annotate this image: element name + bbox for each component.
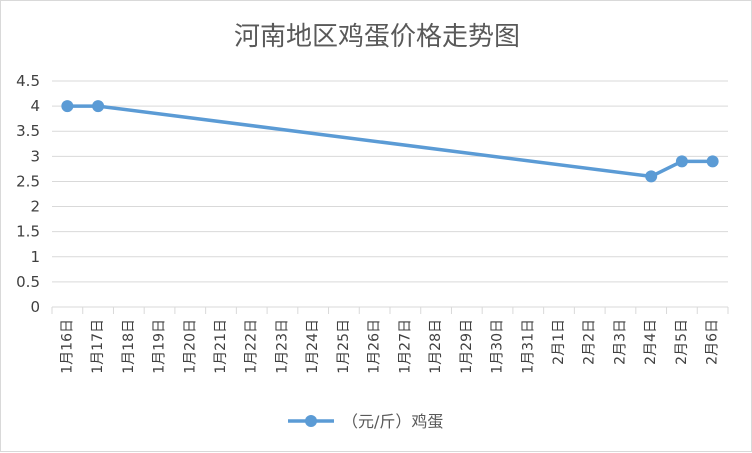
x-tick-label: 1月20日	[182, 319, 198, 374]
x-tick-label: 2月1日	[551, 319, 567, 365]
chart-title: 河南地区鸡蛋价格走势图	[234, 22, 520, 52]
legend-label: （元/斤）鸡蛋	[342, 412, 443, 431]
x-tick-label: 1月18日	[121, 319, 137, 374]
x-tick-label: 1月29日	[459, 319, 475, 374]
x-axis-ticks: 1月16日 1月17日 1月18日 1月19日 1月20日 1月21日 1月22日 1月23日…	[59, 319, 720, 374]
y-tick-label: 2	[30, 198, 40, 216]
y-tick-label: 4.5	[16, 72, 40, 90]
x-tick-label: 1月25日	[336, 319, 352, 374]
data-point	[92, 100, 105, 113]
x-tick-label: 2月4日	[643, 319, 659, 365]
y-axis-ticks: 0 0.5 1 1.5 2 2.5 3 3.5 4 4.5	[16, 72, 40, 316]
grid-layer	[51, 80, 729, 314]
x-tick-label: 1月19日	[152, 319, 168, 374]
x-tick-label: 1月24日	[305, 319, 321, 374]
series-layer	[61, 100, 719, 183]
x-tick-label: 1月30日	[490, 319, 506, 374]
x-tick-label: 2月3日	[612, 319, 628, 365]
y-tick-label: 3.5	[16, 122, 40, 140]
data-point	[675, 155, 688, 168]
x-tick-label: 2月6日	[705, 319, 721, 365]
data-point	[645, 170, 658, 183]
x-tick-label: 1月16日	[59, 319, 75, 374]
y-tick-label: 0.5	[16, 273, 40, 291]
x-tick-label: 1月23日	[274, 319, 290, 374]
y-tick-label: 3	[30, 147, 40, 165]
x-tick-label: 1月28日	[428, 319, 444, 374]
legend-point-marker	[305, 415, 317, 427]
y-tick-label: 1.5	[16, 223, 40, 241]
legend: （元/斤）鸡蛋	[288, 412, 443, 431]
y-tick-label: 2.5	[16, 172, 40, 190]
x-tick-label: 1月26日	[367, 319, 383, 374]
data-point	[706, 155, 719, 168]
data-point	[61, 100, 74, 113]
x-tick-label: 1月17日	[90, 319, 106, 374]
series-line	[65, 104, 715, 179]
x-tick-label: 1月27日	[397, 319, 413, 374]
x-tick-label: 1月31日	[520, 319, 536, 374]
x-tick-label: 2月2日	[582, 319, 598, 365]
x-tick-label: 1月21日	[213, 319, 229, 374]
y-tick-label: 1	[30, 248, 40, 266]
x-tick-label: 2月5日	[674, 319, 690, 365]
x-tick-label: 1月22日	[244, 319, 260, 374]
y-tick-label: 0	[30, 298, 40, 316]
y-tick-label: 4	[30, 97, 40, 115]
